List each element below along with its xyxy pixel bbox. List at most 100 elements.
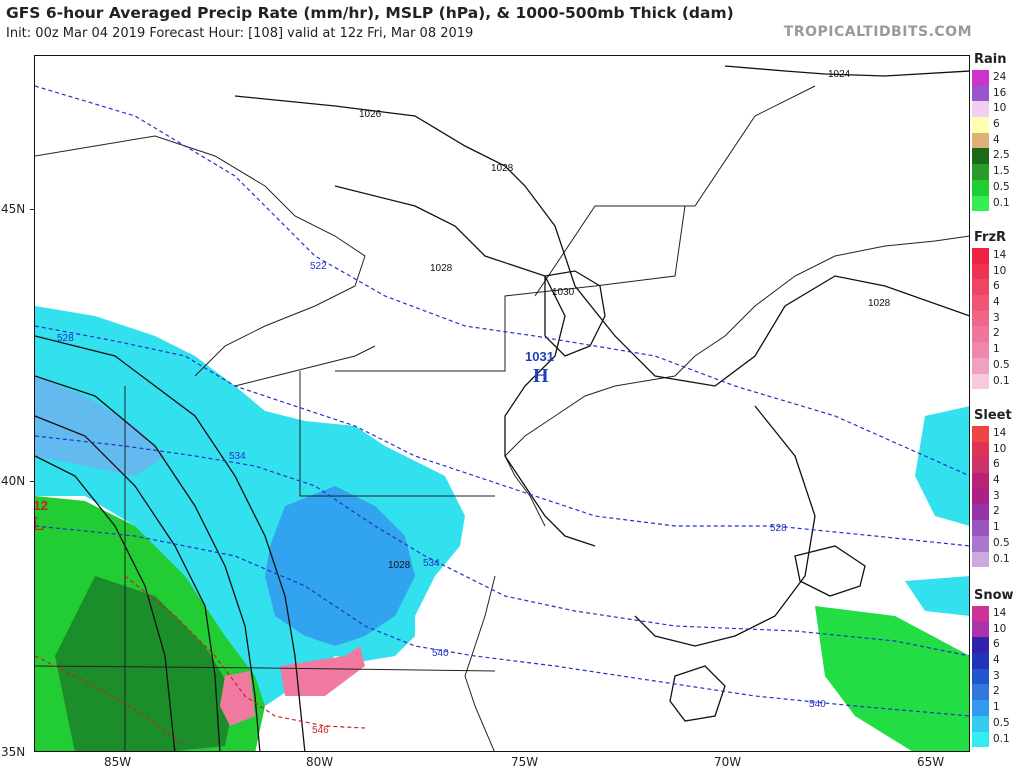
legend-value: 6	[993, 118, 1000, 131]
map-subtitle: Init: 00z Mar 04 2019 Forecast Hour: [10…	[6, 26, 474, 41]
legend-swatch	[972, 295, 989, 311]
legend-entry: 10	[972, 101, 1024, 118]
isobar-label: 1026	[359, 109, 382, 120]
legend-value: 10	[993, 622, 1007, 635]
rain-heavy-area	[55, 576, 235, 751]
freezing-rain-area-2	[220, 671, 255, 726]
snow-moderate-area	[35, 376, 165, 476]
isobar-label: 1024	[828, 69, 851, 80]
site-credit: TROPICALTIDBITS.COM	[783, 24, 972, 40]
legend-entry: 10	[972, 441, 1024, 458]
legend-value: 0.5	[993, 358, 1010, 371]
low-pressure-value: 1012	[35, 498, 48, 513]
lat-label-45n: 45N	[1, 202, 26, 216]
legend-value: 10	[993, 264, 1007, 277]
legend-value: 14	[993, 427, 1007, 439]
precip-layer	[35, 306, 969, 751]
thickness-label: 534	[423, 558, 440, 569]
legend-value: 2	[993, 505, 1000, 518]
thickness-522	[35, 85, 969, 477]
legend-entry: 6	[972, 637, 1024, 654]
legend-value: 14	[993, 607, 1007, 619]
isobar-1028	[334, 185, 596, 547]
legend-swatch	[972, 426, 989, 442]
legend-swatch	[972, 700, 989, 716]
isobar-labels: 1024 1026 1028 1028 1028 1030 1028	[359, 69, 891, 571]
coastline-south	[464, 575, 496, 751]
lat-label-35n: 35N	[1, 745, 26, 759]
legend-title: Snow	[974, 588, 1014, 603]
thickness-label: 528	[57, 333, 74, 344]
legend-entry: 3	[972, 668, 1024, 685]
legend-title: FrzR	[974, 230, 1007, 245]
legend-entry: 6	[972, 279, 1024, 296]
legend-swatch	[972, 473, 989, 489]
legend-swatch	[972, 637, 989, 654]
legend-swatch	[972, 731, 989, 748]
legend-entry: 10	[972, 263, 1024, 280]
legend-value: 0.1	[993, 196, 1010, 209]
isobar-west-4	[35, 455, 176, 751]
legend-value: 3	[993, 489, 1000, 502]
high-pressure-value: 1031	[525, 349, 554, 364]
isobar-1024	[724, 65, 969, 77]
legend-swatch	[972, 715, 989, 732]
isobar-label: 1028	[491, 163, 514, 174]
legend-swatch	[972, 621, 989, 638]
thickness-label: 546	[312, 725, 329, 736]
thickness-lines	[35, 85, 969, 747]
legend-entry: 1	[972, 342, 1024, 358]
isobar-loop-south	[669, 665, 726, 722]
legend-value: 0.1	[993, 374, 1010, 387]
legend-entry: 1	[972, 700, 1024, 716]
state-line-3	[335, 205, 686, 372]
legend-value: 2	[993, 327, 1000, 340]
canada-line	[534, 85, 816, 297]
legend-swatch	[972, 441, 989, 458]
freezing-rain-area	[280, 646, 365, 696]
legend-entry: 4	[972, 653, 1024, 669]
legend-value: 16	[993, 86, 1007, 99]
legend-entry: 0.5	[972, 357, 1024, 374]
legend-entry: 3	[972, 488, 1024, 505]
lon-label-75w: 75W	[511, 755, 539, 769]
legend-entry: 0.5	[972, 179, 1024, 196]
isobar-label: 1030	[552, 287, 575, 298]
legend-value: 0.1	[993, 552, 1010, 565]
legend-entry: 0.5	[972, 535, 1024, 552]
legend-value: 4	[993, 654, 1000, 667]
thickness-label: 528	[770, 523, 787, 534]
isobar-west-2	[35, 375, 261, 751]
legend-swatch	[972, 117, 989, 133]
legend-entry: 14	[972, 606, 1024, 622]
legend-swatch	[972, 606, 989, 622]
legend-entry: 6	[972, 117, 1024, 133]
legend-entry: 4	[972, 295, 1024, 311]
legend-swatch	[972, 520, 989, 536]
isobar-label: 1028	[430, 263, 453, 274]
legend-entry: 10	[972, 621, 1024, 638]
legend-value: 6	[993, 458, 1000, 471]
borders-layer	[35, 85, 969, 751]
legend-swatch	[972, 70, 989, 86]
map-canvas: 1031 H 1012 L 1024 1026 1028 1028 1028 1…	[35, 65, 969, 751]
legend-swatch	[972, 668, 989, 685]
legend-value: 0.5	[993, 716, 1010, 729]
isobar-label: 1028	[388, 560, 411, 571]
legend-frzr: FrzR 14 10 6 4 3 2 1 0.5 0.1	[972, 230, 1024, 390]
rain-area-southeast	[815, 606, 969, 751]
legend-value: 6	[993, 280, 1000, 293]
thickness-552	[35, 655, 186, 747]
legend-swatch	[972, 248, 989, 264]
legend-value: 0.5	[993, 536, 1010, 549]
legend-value: 24	[993, 71, 1007, 83]
legend-title: Sleet	[974, 408, 1012, 423]
legend-swatch	[972, 85, 989, 102]
legend-swatch	[972, 195, 989, 212]
legend-entry: 0.5	[972, 715, 1024, 732]
legend-value: 2.5	[993, 149, 1010, 162]
lon-label-80w: 80W	[306, 755, 334, 769]
thickness-label: 540	[432, 648, 449, 659]
thickness-label: 534	[229, 451, 246, 462]
legend-sleet: Sleet 14 10 6 4 3 2 1 0.5 0.1	[972, 408, 1024, 568]
